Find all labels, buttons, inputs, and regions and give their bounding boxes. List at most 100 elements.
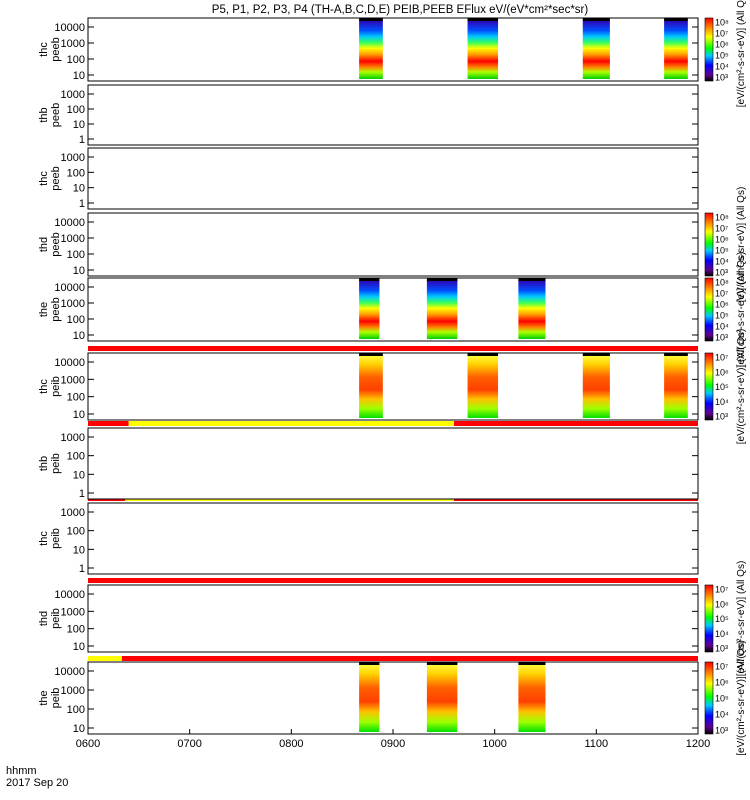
panel-frame xyxy=(87,584,699,653)
data-block-cap-1 xyxy=(359,278,380,281)
data-block-3 xyxy=(582,20,610,79)
y-tick-label: 100 xyxy=(67,249,85,261)
panel-10: 10000 1000 100 10 the peib xyxy=(38,661,699,735)
data-block-cap-4 xyxy=(664,18,688,21)
colorbar-4 xyxy=(704,212,714,277)
panel-3: 1000 100 10 1 thc peeb xyxy=(38,147,699,210)
y-tick-label: 10 xyxy=(73,723,85,735)
data-block-1 xyxy=(359,280,380,339)
panel-label-product: peib xyxy=(50,376,62,397)
y-tick-label: 1000 xyxy=(61,152,85,164)
colorbar-label: [eV/(cm²-s-sr-eV)] (All Qs) xyxy=(736,561,747,677)
colorbar-tick-label: 10⁴ xyxy=(715,257,729,267)
y-tick-label: 10 xyxy=(73,119,85,131)
y-tick-label: 100 xyxy=(67,104,85,116)
colorbar-tick-label: 10⁵ xyxy=(715,246,729,256)
y-tick-label: 1000 xyxy=(61,374,85,386)
x-tick-label: 1200 xyxy=(686,738,710,750)
data-block-3 xyxy=(518,280,546,339)
y-tick-label: 10 xyxy=(73,70,85,82)
colorbar-tick-label: 10⁶ xyxy=(715,300,729,310)
panel-frame xyxy=(87,147,699,210)
panel-label-probe: thd xyxy=(38,237,50,252)
y-tick-label: 10000 xyxy=(54,357,85,369)
colorbar-tick-label: 10⁷ xyxy=(715,662,728,672)
colorbar-tick-label: 10⁷ xyxy=(715,585,728,595)
colorbar-tick-label: 10³ xyxy=(715,73,728,83)
panel-frame xyxy=(87,427,699,500)
y-tick-label: 1 xyxy=(79,488,85,500)
y-tick-label: 100 xyxy=(67,526,85,538)
panel-2: 1000 100 10 1 thb peeb xyxy=(38,84,699,146)
y-tick-label: 100 xyxy=(67,704,85,716)
y-tick-label: 10000 xyxy=(54,22,85,34)
colorbar-tick-label: 10⁶ xyxy=(715,599,729,609)
data-block-cap-2 xyxy=(426,278,458,281)
x-tick-label: 1000 xyxy=(482,738,506,750)
y-tick-label: 1000 xyxy=(61,233,85,245)
mode-bar-2-segment-2 xyxy=(128,421,454,426)
panel-9: 10000 1000 100 10 thd peib xyxy=(38,584,699,653)
data-block-3 xyxy=(518,664,546,732)
y-tick-label: 10000 xyxy=(54,666,85,678)
x-tick-label: 0700 xyxy=(177,738,201,750)
colorbar-tick-label: 10⁶ xyxy=(715,367,729,377)
data-block-cap-3 xyxy=(518,662,546,665)
colorbar-6 xyxy=(704,352,714,421)
y-tick-label: 1 xyxy=(79,134,85,146)
panel-label-product: peeb xyxy=(50,103,62,127)
colorbar-tick-label: 10⁴ xyxy=(715,629,729,639)
colorbar-tick-label: 10⁵ xyxy=(715,694,729,704)
data-block-2 xyxy=(467,20,499,79)
panel-4: 10000 1000 100 10 thd peeb xyxy=(38,212,699,277)
colorbar-label: [eV/(cm²-s-sr-eV)] (All Qs) xyxy=(736,329,747,445)
mode-bar-2-segment-3 xyxy=(454,421,698,426)
y-tick-label: 10 xyxy=(73,641,85,653)
colorbar-tick-label: 10⁵ xyxy=(715,382,729,392)
colorbar-9 xyxy=(704,584,714,653)
panel-5: 10000 1000 100 10 the peeb xyxy=(38,277,699,342)
data-block-2 xyxy=(426,280,458,339)
colorbar-tick-label: 10⁷ xyxy=(715,353,728,363)
colorbar-tick-label: 10⁴ xyxy=(715,62,729,72)
panel-label-probe: the xyxy=(38,302,50,317)
panel-label-probe: the xyxy=(38,690,50,705)
data-block-4 xyxy=(664,20,688,79)
x-tick-label: 1100 xyxy=(585,738,609,750)
x-tick-label: 0900 xyxy=(381,738,405,750)
colorbar-tick-label: 10⁵ xyxy=(715,614,729,624)
panel-1: 10000 1000 100 10 thc peeb xyxy=(38,17,699,82)
colorbar-tick-label: 10⁶ xyxy=(715,678,729,688)
y-tick-label: 1000 xyxy=(61,89,85,101)
panel-frame xyxy=(87,84,699,146)
data-block-2 xyxy=(467,355,499,418)
x-tick-label: 0800 xyxy=(279,738,303,750)
data-block-4 xyxy=(664,355,688,418)
time-axis: 0600 0700 0800 0900 1000 1100 1200 xyxy=(76,729,710,750)
panel-label-probe: thc xyxy=(38,531,50,546)
data-block-cap-3 xyxy=(582,18,610,21)
panel-label-product: peeb xyxy=(50,37,62,61)
colorbar-label: [eV/(cm²-s-sr-eV)] (All Qs) xyxy=(736,640,747,756)
data-block-1 xyxy=(359,20,383,79)
y-tick-label: 1000 xyxy=(61,432,85,444)
y-tick-label: 10000 xyxy=(54,217,85,229)
panel-label-product: peeb xyxy=(50,232,62,256)
colorbar-1 xyxy=(704,17,714,82)
colorbar-tick-label: 10⁴ xyxy=(715,710,729,720)
panel-7: 1000 100 10 1 thb peib xyxy=(38,427,699,500)
data-block-3 xyxy=(582,355,610,418)
panel-label-product: peib xyxy=(50,688,62,709)
data-block-cap-3 xyxy=(518,278,546,281)
x-axis-date: 2017 Sep 20 xyxy=(6,777,68,789)
data-block-cap-1 xyxy=(359,662,380,665)
colorbar-label: [eV/(cm²-s-sr-eV)] (All Qs) xyxy=(736,187,747,303)
panel-label-product: peib xyxy=(50,453,62,474)
data-block-cap-1 xyxy=(359,18,383,21)
panel-label-probe: thc xyxy=(38,42,50,57)
panel-label-probe: thb xyxy=(38,107,50,122)
colorbar-tick-label: 10⁶ xyxy=(715,235,729,245)
